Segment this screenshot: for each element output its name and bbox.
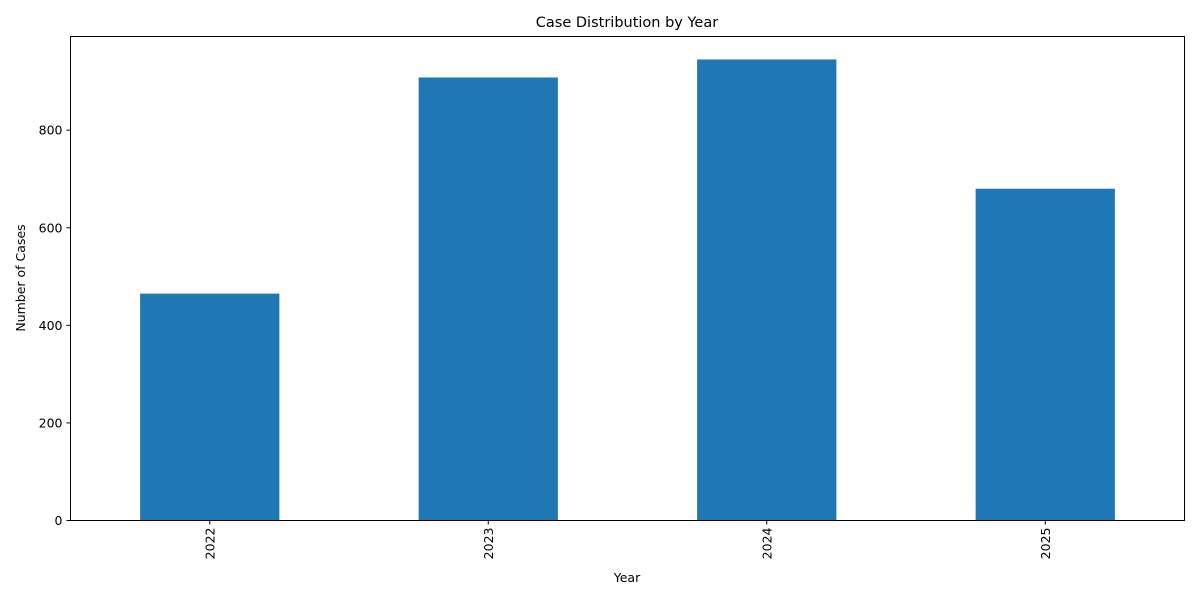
x-tick-label: 2025 bbox=[1038, 528, 1053, 560]
plot-frame bbox=[70, 36, 1185, 521]
y-tick-label: 0 bbox=[55, 513, 63, 528]
bars-group bbox=[140, 59, 1115, 521]
bar-2025 bbox=[975, 188, 1115, 521]
chart-title: Case Distribution by Year bbox=[536, 15, 718, 31]
y-tick-label: 200 bbox=[39, 415, 63, 430]
y-tick-label: 800 bbox=[39, 123, 63, 138]
y-axis-label: Number of Cases bbox=[13, 224, 28, 331]
bar-2023 bbox=[418, 77, 558, 521]
x-tick-label: 2022 bbox=[202, 528, 217, 560]
y-axis-ticks: 0 200 400 600 800 bbox=[39, 123, 71, 528]
x-axis-label: Year bbox=[613, 570, 641, 585]
x-tick-label: 2023 bbox=[481, 528, 496, 560]
y-tick-label: 600 bbox=[39, 220, 63, 235]
x-tick-label: 2024 bbox=[759, 527, 774, 559]
bar-2024 bbox=[697, 59, 837, 521]
bar-2022 bbox=[140, 293, 280, 521]
y-tick-label: 400 bbox=[39, 318, 63, 333]
x-axis-ticks: 2022 2023 2024 2025 bbox=[202, 520, 1053, 560]
